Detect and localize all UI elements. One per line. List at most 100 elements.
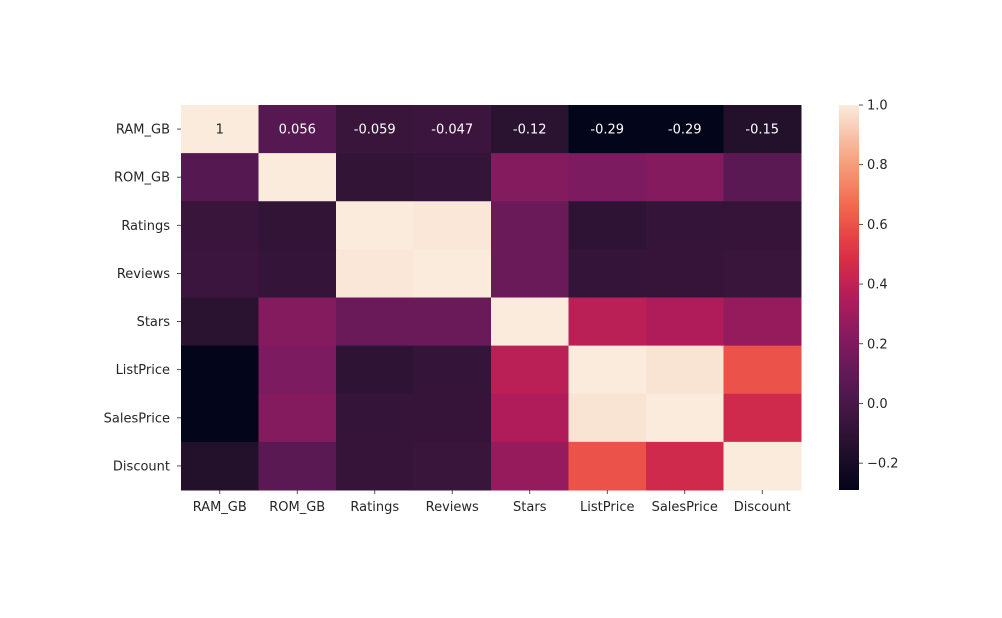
x-tick-label: SalesPrice (652, 500, 718, 515)
y-tick-label: RAM_GB (116, 123, 170, 138)
heatmap-cell-Reviews-Discount (723, 249, 802, 298)
heatmap-cell-ListPrice-Ratings (336, 345, 414, 395)
colorbar-gradient (839, 105, 859, 490)
y-tick-label: Stars (137, 315, 171, 330)
heatmap-cell-RAM_GB-ListPrice (568, 105, 647, 154)
heatmap-cell-ROM_GB-Reviews (413, 153, 492, 202)
y-axis: RAM_GB ROM_GB Ratings Reviews Stars ListPrice… (104, 123, 181, 474)
heatmap-cell-Ratings-ROM_GB (258, 201, 337, 250)
heatmap-cell-ListPrice-SalesPrice (646, 345, 724, 395)
y-tick-label: Ratings (121, 219, 170, 234)
y-tick-label: ROM_GB (114, 171, 170, 186)
heatmap-cell-ROM_GB-ListPrice (568, 153, 647, 202)
heatmap-cell-Discount-Reviews (413, 441, 492, 491)
heatmap-cell-Reviews-ROM_GB (258, 249, 337, 298)
heatmap-cell-Discount-Stars (491, 441, 569, 491)
heatmap-cell-ROM_GB-ROM_GB (258, 153, 337, 202)
y-tick-label: ListPrice (116, 363, 170, 378)
heatmap-cell-Stars-RAM_GB (181, 297, 259, 347)
heatmap-cell-Ratings-SalesPrice (646, 201, 724, 250)
heatmap-cell-RAM_GB-ROM_GB (258, 105, 337, 154)
x-tick-label: RAM_GB (193, 500, 247, 515)
heatmap-cell-Stars-SalesPrice (646, 297, 724, 347)
y-tick-label: Discount (113, 459, 170, 474)
heatmap-cell-ROM_GB-RAM_GB (181, 153, 259, 202)
colorbar-tick-label: 0.2 (867, 337, 888, 352)
x-tick-label: Discount (734, 500, 791, 515)
x-tick-label: ListPrice (580, 500, 634, 515)
heatmap-cell-Ratings-Reviews (413, 201, 492, 250)
cell-annotation: -0.12 (513, 123, 547, 138)
heatmap-cell-Reviews-Ratings (336, 249, 414, 298)
colorbar-tick-label: 0.0 (867, 397, 888, 412)
heatmap-cell-Discount-Discount (723, 441, 802, 491)
heatmap-cell-RAM_GB-Stars (491, 105, 569, 154)
heatmap-cell-Reviews-ListPrice (568, 249, 647, 298)
x-tick-label: ROM_GB (269, 500, 325, 515)
cell-annotation: -0.29 (668, 123, 702, 138)
heatmap-cell-Stars-Discount (723, 297, 802, 347)
x-axis: RAM_GB ROM_GB Ratings Reviews Stars ListPrice… (193, 490, 791, 515)
heatmap-cell-RAM_GB-SalesPrice (646, 105, 724, 154)
colorbar-tick-label: 0.8 (867, 158, 888, 173)
cell-annotation: 1 (216, 123, 224, 138)
heatmap-cell-SalesPrice-Ratings (336, 393, 414, 443)
heatmap-cell-ListPrice-Reviews (413, 345, 492, 395)
colorbar: −0.2 0.0 0.2 0.4 0.6 0.8 1.0 (839, 99, 899, 490)
heatmap-cell-Reviews-RAM_GB (181, 249, 259, 298)
heatmap-cell-Reviews-Stars (491, 249, 569, 298)
heatmap-cell-SalesPrice-Reviews (413, 393, 492, 443)
heatmap-cell-SalesPrice-RAM_GB (181, 393, 259, 443)
heatmap-cell-ListPrice-Stars (491, 345, 569, 395)
heatmap-cell-Ratings-ListPrice (568, 201, 647, 250)
colorbar-tick-label: 1.0 (867, 99, 888, 114)
colorbar-tick-label: 0.4 (867, 278, 888, 293)
x-tick-label: Reviews (426, 500, 479, 515)
cell-annotation: 0.056 (279, 123, 316, 138)
heatmap-cell-ListPrice-Discount (723, 345, 802, 395)
x-tick-label: Stars (513, 500, 547, 515)
heatmap-cell-SalesPrice-ROM_GB (258, 393, 337, 443)
cell-annotation: -0.047 (431, 123, 473, 138)
heatmap-cell-Stars-ROM_GB (258, 297, 337, 347)
heatmap-cell-Stars-Reviews (413, 297, 492, 347)
cell-annotation: -0.29 (590, 123, 624, 138)
cell-annotation: -0.15 (745, 123, 779, 138)
heatmap-cell-Discount-Ratings (336, 441, 414, 491)
heatmap-cell-ROM_GB-Stars (491, 153, 569, 202)
heatmap-cell-ListPrice-ListPrice (568, 345, 647, 395)
heatmap-cell-ListPrice-ROM_GB (258, 345, 337, 395)
colorbar-tick-label: −0.2 (867, 457, 899, 472)
heatmap-cell-ROM_GB-Ratings (336, 153, 414, 202)
x-tick-label: Ratings (350, 500, 399, 515)
heatmap-cell-RAM_GB-RAM_GB (181, 105, 259, 154)
colorbar-tick-label: 0.6 (867, 218, 888, 233)
heatmap-cells (181, 105, 802, 491)
heatmap-cell-RAM_GB-Reviews (413, 105, 492, 154)
heatmap-cell-Stars-Stars (491, 297, 569, 347)
cell-annotations: 1 0.056 -0.059 -0.047 -0.12 -0.29 -0.29 -0.15 (216, 123, 779, 138)
heatmap-cell-Reviews-Reviews (413, 249, 492, 298)
heatmap-cell-SalesPrice-Discount (723, 393, 802, 443)
heatmap-cell-ListPrice-RAM_GB (181, 345, 259, 395)
heatmap-cell-SalesPrice-Stars (491, 393, 569, 443)
heatmap-cell-ROM_GB-SalesPrice (646, 153, 724, 202)
heatmap-cell-Ratings-Stars (491, 201, 569, 250)
heatmap-cell-Ratings-Discount (723, 201, 802, 250)
heatmap-cell-ROM_GB-Discount (723, 153, 802, 202)
heatmap-cell-Stars-Ratings (336, 297, 414, 347)
heatmap-cell-Reviews-SalesPrice (646, 249, 724, 298)
cell-annotation: -0.059 (354, 123, 396, 138)
heatmap-cell-Discount-ListPrice (568, 441, 647, 491)
heatmap-cell-RAM_GB-Discount (723, 105, 802, 154)
heatmap-cell-Discount-RAM_GB (181, 441, 259, 491)
heatmap-cell-Ratings-Ratings (336, 201, 414, 250)
y-tick-label: SalesPrice (104, 411, 170, 426)
heatmap-cell-Discount-ROM_GB (258, 441, 337, 491)
heatmap-cell-Discount-SalesPrice (646, 441, 724, 491)
heatmap-cell-SalesPrice-ListPrice (568, 393, 647, 443)
heatmap-cell-RAM_GB-Ratings (336, 105, 414, 154)
heatmap-cell-SalesPrice-SalesPrice (646, 393, 724, 443)
